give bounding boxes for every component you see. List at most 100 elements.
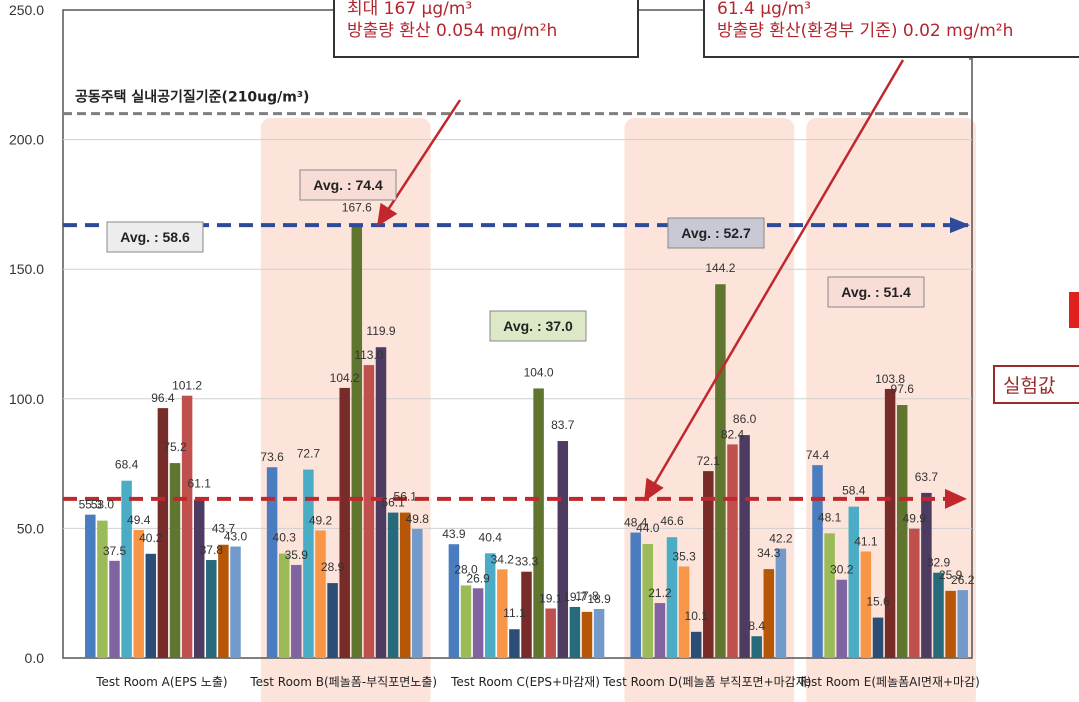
bar bbox=[109, 560, 120, 658]
bar-value-label: 48.1 bbox=[818, 510, 842, 524]
bar-value-label: 28.9 bbox=[321, 560, 345, 574]
average-box bbox=[667, 217, 765, 249]
average-box bbox=[827, 276, 925, 308]
bar-value-label: 25.9 bbox=[939, 568, 963, 582]
bar-value-label: 96.4 bbox=[151, 391, 175, 405]
bar bbox=[484, 553, 496, 658]
bar bbox=[133, 529, 144, 658]
bar-value-label: 49.4 bbox=[127, 513, 151, 527]
bar bbox=[193, 499, 205, 658]
bar bbox=[278, 553, 290, 658]
bar-value-label: 55.3 bbox=[79, 498, 103, 512]
bar bbox=[860, 551, 872, 658]
bar-value-label: 15.6 bbox=[866, 595, 890, 609]
bar bbox=[945, 590, 956, 658]
bar-value-label: 75.2 bbox=[163, 440, 187, 454]
bar bbox=[666, 537, 678, 658]
bar-value-label: 21.2 bbox=[648, 586, 672, 600]
bar-value-label: 119.9 bbox=[366, 324, 395, 338]
y-tick-label: 250.0 bbox=[9, 2, 44, 18]
bar-value-label: 49.8 bbox=[406, 512, 430, 526]
bar bbox=[303, 469, 314, 658]
bar-value-label: 10.1 bbox=[685, 609, 709, 623]
average-label: Avg. : 51.4 bbox=[841, 284, 911, 300]
average-label: Avg. : 37.0 bbox=[503, 318, 573, 334]
side-label-box: 실험값 bbox=[993, 365, 1079, 404]
callout-measured-line1: 61.4 μg/m³ bbox=[717, 0, 811, 19]
bar-value-label: 43.9 bbox=[442, 527, 466, 541]
bar-value-label: 61.1 bbox=[188, 477, 212, 491]
bar bbox=[157, 408, 169, 658]
bar-value-label: 34.2 bbox=[491, 552, 515, 566]
bar-value-label: 83.7 bbox=[551, 418, 575, 432]
callout-arrow-measured bbox=[643, 59, 905, 502]
bar-value-label: 19.1 bbox=[539, 591, 563, 605]
bar bbox=[678, 566, 690, 658]
bar-value-label: 103.8 bbox=[875, 372, 905, 386]
bar-value-label: 37.8 bbox=[200, 543, 224, 557]
bar-value-label: 56.1 bbox=[394, 490, 418, 504]
average-label: Avg. : 58.6 bbox=[120, 229, 190, 245]
bar bbox=[690, 631, 702, 658]
bar bbox=[569, 606, 581, 658]
bar bbox=[593, 609, 605, 658]
side-label: 실험값 bbox=[1003, 375, 1056, 397]
bar-value-label: 72.1 bbox=[697, 454, 721, 468]
bar bbox=[97, 520, 108, 658]
x-category-label: Test Room D(페놀폼 부직포면+마감재) bbox=[602, 675, 811, 689]
bar bbox=[654, 603, 666, 658]
bar-value-label: 35.3 bbox=[672, 550, 696, 564]
bar-value-label: 40.3 bbox=[273, 531, 297, 545]
bar-value-label: 104.0 bbox=[524, 365, 554, 379]
bar-value-label: 44.0 bbox=[636, 521, 660, 535]
bar-value-label: 48.4 bbox=[624, 516, 648, 530]
bar-value-label: 113.0 bbox=[354, 348, 383, 362]
bar bbox=[399, 512, 411, 658]
indoor-air-standard-label: 공동주택 실내공기질기준(210ug/m³) bbox=[75, 89, 309, 106]
callout-arrow-max bbox=[376, 99, 462, 227]
bar bbox=[497, 569, 508, 658]
bar bbox=[460, 585, 472, 658]
bar bbox=[848, 506, 860, 658]
bar bbox=[921, 492, 932, 658]
y-tick-label: 50.0 bbox=[17, 520, 44, 536]
bar bbox=[715, 284, 726, 658]
bar bbox=[315, 530, 326, 658]
x-category-label: Test Room B(페놀폼-부직포면노출) bbox=[249, 675, 437, 689]
bar bbox=[812, 465, 823, 658]
bar bbox=[412, 528, 423, 658]
bar bbox=[327, 583, 338, 658]
y-tick-label: 100.0 bbox=[9, 391, 44, 407]
average-box bbox=[299, 169, 397, 201]
bar bbox=[85, 514, 96, 658]
average-label: Avg. : 52.7 bbox=[681, 225, 751, 241]
bar-value-label: 19.7 bbox=[563, 590, 587, 604]
bar-value-label: 49.9 bbox=[903, 512, 927, 526]
bar bbox=[836, 579, 847, 658]
bar-value-label: 72.7 bbox=[297, 447, 321, 461]
average-box bbox=[489, 310, 587, 342]
y-tick-label: 200.0 bbox=[9, 132, 44, 148]
bar bbox=[206, 560, 217, 658]
bar bbox=[872, 617, 884, 658]
bar-value-label: 17.8 bbox=[575, 589, 599, 603]
bar-value-label: 73.6 bbox=[260, 450, 284, 464]
bar-value-label: 32.9 bbox=[927, 556, 951, 570]
callout-max-line2: 방출량 환산 0.054 mg/m²h bbox=[347, 21, 558, 41]
bar bbox=[896, 405, 908, 658]
bar-value-label: 11.1 bbox=[503, 606, 526, 620]
bar bbox=[884, 388, 896, 658]
bar bbox=[266, 467, 278, 658]
bar-value-label: 34.3 bbox=[757, 546, 781, 560]
bar bbox=[581, 611, 593, 658]
bar bbox=[909, 528, 920, 658]
bar-value-label: 30.2 bbox=[830, 563, 854, 577]
side-red-marker bbox=[1069, 292, 1079, 328]
bar bbox=[339, 387, 350, 658]
bar-value-label: 37.5 bbox=[103, 544, 127, 558]
bar-value-label: 68.4 bbox=[115, 458, 139, 472]
bar bbox=[521, 571, 532, 658]
bar-value-label: 46.6 bbox=[660, 514, 684, 528]
bar-value-label: 86.0 bbox=[733, 412, 757, 426]
